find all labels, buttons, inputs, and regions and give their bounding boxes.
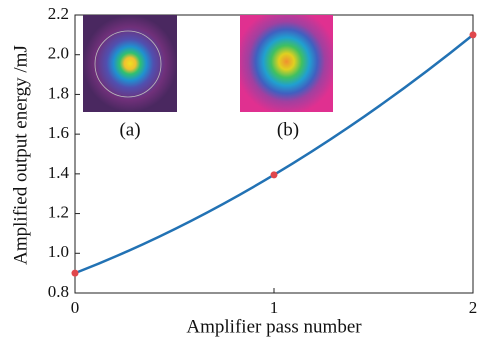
marker xyxy=(271,171,278,178)
y-tick-label: 2.2 xyxy=(48,4,69,23)
y-tick-label: 1.2 xyxy=(48,202,69,221)
x-tick-label: 0 xyxy=(71,298,80,317)
inset-image-a xyxy=(83,15,177,112)
x-axis-label: Amplifier pass number xyxy=(186,316,362,337)
x-tick-label: 2 xyxy=(469,298,478,317)
y-tick-label: 1.0 xyxy=(48,242,69,261)
y-axis-label: Amplified output energy /mJ xyxy=(10,45,31,265)
y-tick-label: 0.8 xyxy=(48,282,69,301)
chart: 0.8 1.0 1.2 1.4 1.6 1.8 2.0 2.2 0 1 2 (a) (b) Ampl… xyxy=(0,0,490,343)
inset-image-b xyxy=(240,15,333,112)
inset-label: (b) xyxy=(277,119,299,140)
y-tick-label: 1.6 xyxy=(48,123,69,142)
marker xyxy=(72,270,79,277)
marker xyxy=(470,31,477,38)
y-tick-label: 1.4 xyxy=(48,163,70,182)
y-tick-label: 1.8 xyxy=(48,83,69,102)
y-tick-label: 2.0 xyxy=(48,44,69,63)
x-tick-label: 1 xyxy=(270,298,279,317)
inset-label: (a) xyxy=(119,119,140,140)
